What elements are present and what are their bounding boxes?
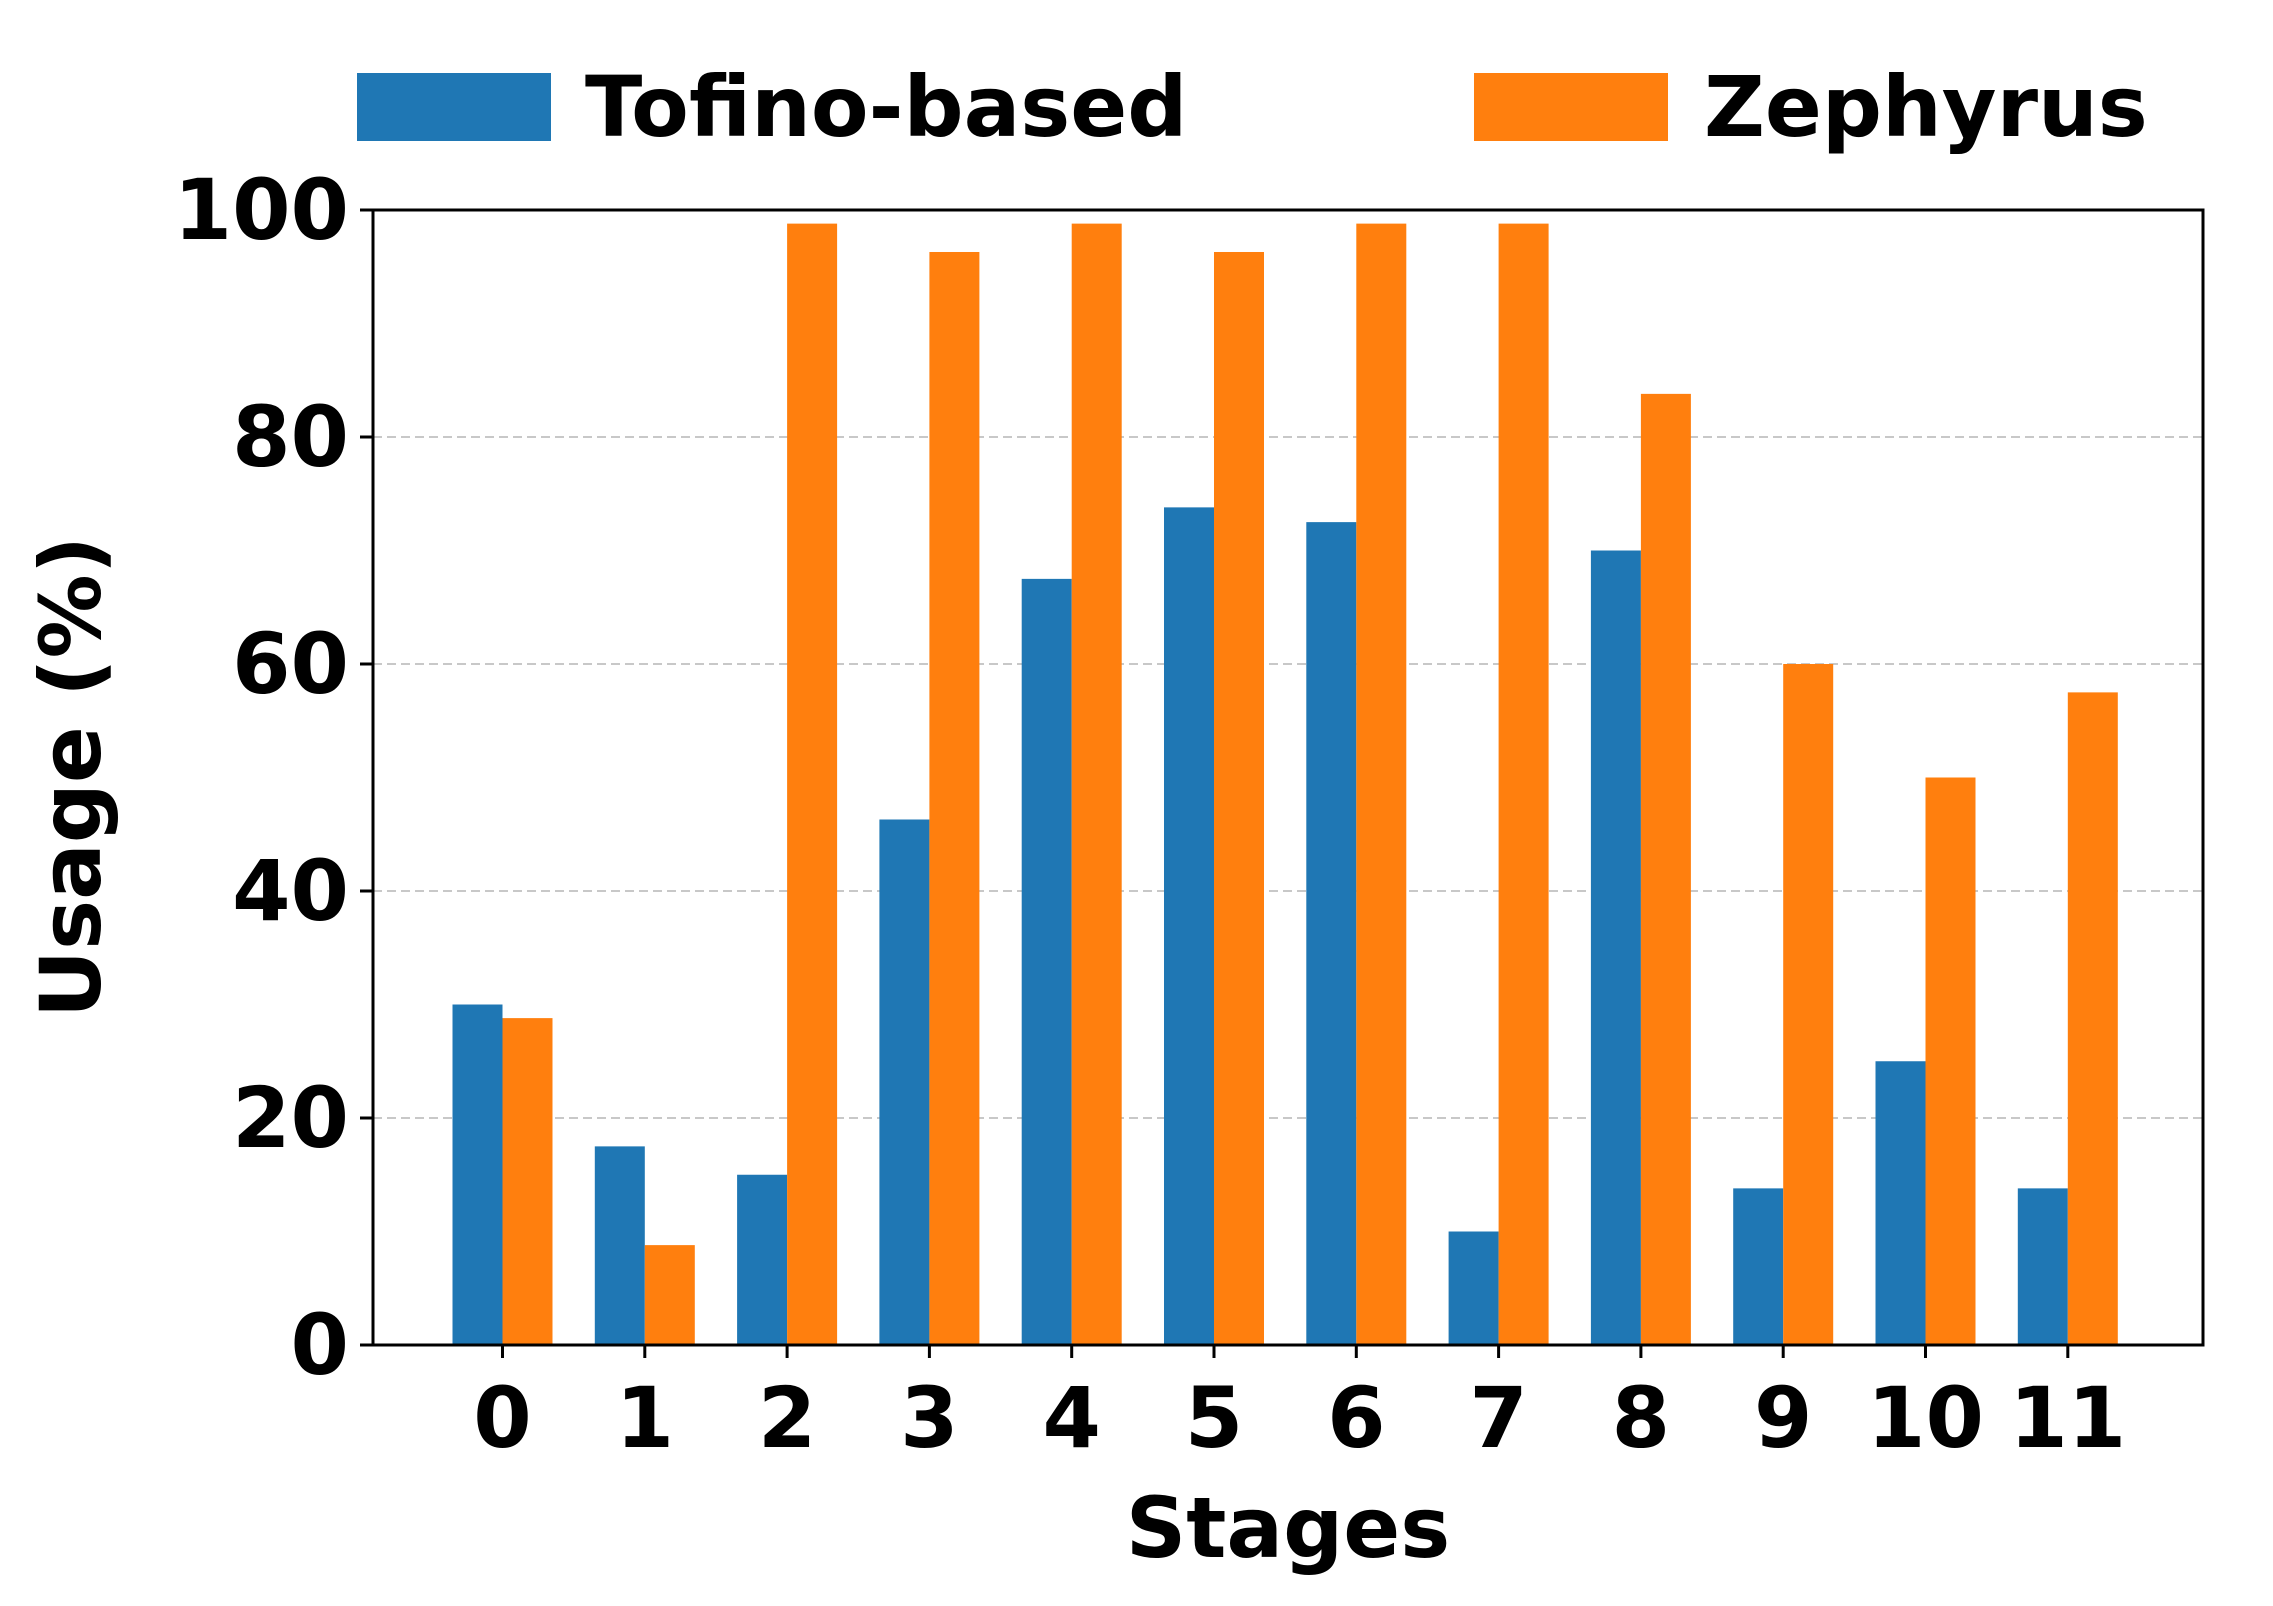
bar-tofino-based-stage-4	[1021, 578, 1072, 1345]
y-tick-label: 0	[291, 1296, 349, 1394]
bar-tofino-based-stage-2	[737, 1174, 788, 1345]
bars	[452, 223, 2118, 1345]
bar-tofino-based-stage-6	[1306, 522, 1357, 1345]
legend-label-tofino: Tofino-based	[585, 58, 1187, 156]
bar-tofino-based-stage-1	[594, 1146, 645, 1345]
y-axis-ticks: 0 20 40 60 80 100	[174, 161, 373, 1394]
x-tick-label: 10	[1867, 1369, 1984, 1467]
legend: Tofino-based Zephyrus	[357, 58, 2148, 156]
x-tick-label: 3	[900, 1369, 958, 1467]
bar-zephyrus-stage-5	[1214, 251, 1264, 1345]
bar-zephyrus-stage-7	[1498, 223, 1549, 1345]
bar-zephyrus-stage-11	[2067, 692, 2118, 1345]
x-axis-label: Stages	[1126, 1479, 1450, 1577]
bar-zephyrus-stage-9	[1783, 664, 1834, 1345]
bar-tofino-based-stage-7	[1448, 1231, 1499, 1345]
bar-zephyrus-stage-8	[1640, 393, 1691, 1345]
bar-zephyrus-stage-0	[502, 1018, 553, 1345]
bar-tofino-based-stage-8	[1590, 550, 1641, 1345]
bar-tofino-based-stage-9	[1733, 1188, 1784, 1345]
legend-label-zephyrus: Zephyrus	[1704, 58, 2148, 156]
x-tick-label: 5	[1185, 1369, 1243, 1467]
x-axis-ticks: 0 1 2 3 4 5 6 7 8 9 10 11	[473, 1345, 2126, 1467]
y-tick-label: 40	[232, 842, 349, 940]
y-axis-label: Usage (%)	[22, 536, 120, 1018]
y-tick-label: 80	[232, 388, 349, 486]
bar-zephyrus-stage-4	[1071, 223, 1122, 1345]
y-tick-label: 20	[232, 1069, 349, 1167]
x-tick-label: 9	[1754, 1369, 1812, 1467]
bar-tofino-based-stage-11	[2017, 1188, 2068, 1345]
bar-tofino-based-stage-10	[1875, 1061, 1926, 1345]
bar-zephyrus-stage-2	[787, 223, 838, 1345]
x-tick-label: 4	[1042, 1369, 1100, 1467]
bar-zephyrus-stage-10	[1925, 777, 1976, 1345]
x-tick-label: 2	[758, 1369, 816, 1467]
legend-swatch-zephyrus	[1474, 73, 1668, 141]
x-tick-label: 11	[2009, 1369, 2126, 1467]
grid-lines	[373, 436, 2203, 1119]
y-tick-label: 60	[232, 615, 349, 713]
x-tick-label: 1	[616, 1369, 674, 1467]
x-tick-label: 7	[1469, 1369, 1527, 1467]
bar-zephyrus-stage-1	[644, 1245, 695, 1345]
bar-tofino-based-stage-3	[879, 819, 930, 1345]
bar-tofino-based-stage-0	[452, 1004, 503, 1345]
x-tick-label: 6	[1327, 1369, 1385, 1467]
x-tick-label: 8	[1612, 1369, 1670, 1467]
legend-swatch-tofino	[357, 73, 551, 141]
bar-zephyrus-stage-6	[1356, 223, 1407, 1345]
y-tick-label: 100	[174, 161, 349, 259]
plot-frame	[371, 208, 2205, 1347]
x-tick-label: 0	[473, 1369, 531, 1467]
bar-tofino-based-stage-5	[1164, 507, 1214, 1345]
bar-zephyrus-stage-3	[929, 251, 980, 1345]
